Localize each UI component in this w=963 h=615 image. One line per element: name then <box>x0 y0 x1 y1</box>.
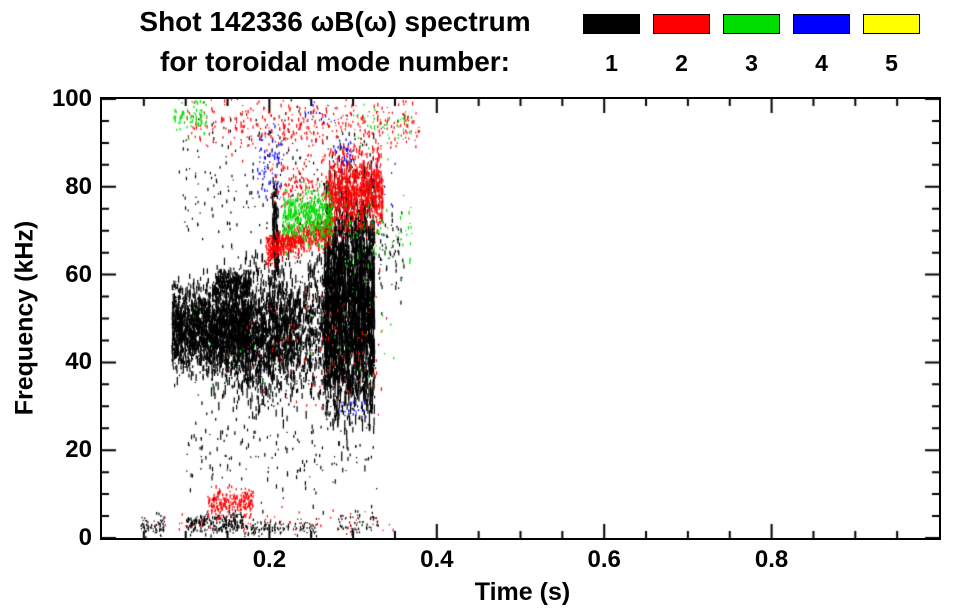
y-tick-label-100: 100 <box>51 85 92 112</box>
legend-label-3: 3 <box>745 50 758 76</box>
legend-swatch-1 <box>583 14 640 34</box>
y-tick-label-40: 40 <box>65 348 92 376</box>
legend-swatches <box>583 14 920 34</box>
legend-label-2: 2 <box>675 50 688 76</box>
y-tick-label-20: 20 <box>65 436 92 464</box>
y-tick-label-60: 60 <box>65 260 92 288</box>
chart-subtitle: for toroidal mode number: <box>160 46 510 77</box>
x-tick-label-0.6: 0.6 <box>587 546 621 573</box>
legend-label-1: 1 <box>605 50 618 76</box>
legend-label-5: 5 <box>885 50 898 76</box>
legend-label-4: 4 <box>815 50 828 76</box>
y-tick-label-80: 80 <box>65 172 92 200</box>
x-tick-label-0.8: 0.8 <box>754 546 789 573</box>
y-tick-label-0: 0 <box>78 524 92 551</box>
legend-swatch-2 <box>653 14 710 34</box>
y-axis-title: Frequency (kHz) <box>10 220 39 416</box>
legend-swatch-5 <box>863 14 920 34</box>
legend-number-labels: 1 2 3 4 5 <box>583 50 920 77</box>
legend-swatch-3 <box>723 14 780 34</box>
x-axis-title: Time (s) <box>474 578 571 606</box>
chart-title: Shot 142336 ωB(ω) spectrum <box>139 6 531 37</box>
legend-swatch-4 <box>793 14 850 34</box>
x-tick-label-0.2: 0.2 <box>252 546 287 573</box>
plot-area <box>100 97 941 540</box>
x-tick-label-0.4: 0.4 <box>420 546 454 573</box>
